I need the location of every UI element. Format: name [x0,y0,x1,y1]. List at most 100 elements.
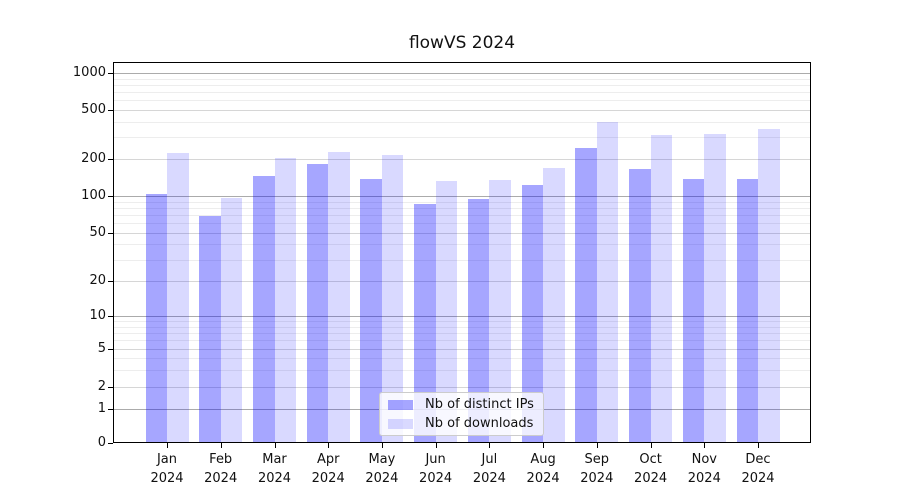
gridline-sub [113,232,811,234]
gridline-minor [113,85,811,87]
y-tick-mark [108,196,113,197]
y-tick-mark [108,386,113,388]
legend-item-downloads: Nb of downloads [388,416,535,431]
x-tick-label: Jan 2024 [132,450,202,488]
x-tick-label: Apr 2024 [293,450,363,488]
x-tick-label: May 2024 [347,450,417,488]
bar-downloads-mar [274,157,296,443]
y-tick-mark [108,349,113,350]
x-tick-label: Sep 2024 [562,450,632,488]
bar-downloads-apr [328,151,350,443]
bar-downloads-jul [489,180,511,443]
x-tick-mark [489,443,491,448]
x-tick-year: 2024 [741,471,775,486]
bar-downloads-nov [704,134,726,443]
x-tick-year: 2024 [526,471,560,486]
gridline-sub [113,110,811,111]
bar-downloads-sep [596,121,619,443]
x-tick-month: May [368,452,396,467]
bar-downloads-aug [543,168,565,443]
gridline-minor [113,259,811,261]
x-tick-year: 2024 [419,471,453,486]
bar-distinct-ips-apr [306,164,329,443]
x-tick-mark [543,443,545,448]
x-tick-month: Mar [262,452,287,467]
x-tick-label: Oct 2024 [616,450,686,488]
y-tick-mark [108,73,113,75]
y-tick-label: 500 [81,102,106,117]
x-tick-month: Apr [316,452,340,467]
gridline-minor [113,100,811,102]
x-tick-label: Nov 2024 [669,450,739,488]
gridline-sub [113,386,811,388]
gridline-minor [113,137,811,139]
bar-downloads-oct [650,134,673,443]
bar-distinct-ips-sep [575,147,597,443]
gridline-major [113,73,811,75]
x-tick-year: 2024 [365,471,399,486]
x-tick-month: Oct [639,452,662,467]
bar-distinct-ips-feb [199,215,221,443]
gridline-sub [113,159,811,160]
x-tick-label: Feb 2024 [186,450,256,488]
x-tick-month: Sep [584,452,610,467]
y-tick-mark [108,443,113,444]
bar-distinct-ips-jun [414,204,436,443]
x-tick-mark [167,443,168,448]
x-tick-label: Jul 2024 [454,450,524,488]
gridline-minor [113,358,811,360]
gridline-minor [113,321,811,322]
legend-swatch-distinct-ips [388,399,413,410]
x-tick-mark [758,443,759,448]
bar-distinct-ips-jul [467,199,490,443]
x-tick-mark [220,443,222,448]
y-tick-label: 10 [89,308,106,323]
y-tick-label: 5 [97,341,106,356]
y-tick-label: 1 [97,401,106,416]
gridline-minor [113,223,811,224]
x-tick-month: Jun [425,452,446,467]
bar-distinct-ips-oct [629,168,651,443]
bar-downloads-may [381,154,404,443]
y-tick-label: 2 [97,378,106,394]
x-tick-label: Dec 2024 [723,450,793,488]
x-tick-year: 2024 [634,471,668,486]
y-tick-label: 100 [81,188,106,203]
x-tick-mark [381,443,383,448]
gridline-minor [113,201,811,203]
y-tick-mark [108,159,113,160]
x-tick-month: Feb [209,452,233,467]
bars-layer [113,62,811,443]
y-tick-mark [108,280,113,282]
y-tick-mark [108,110,113,111]
gridline-minor [113,207,811,209]
x-tick-year: 2024 [150,471,184,486]
x-tick-year: 2024 [687,471,721,486]
legend-label-distinct-ips: Nb of distinct IPs [425,397,534,412]
x-tick-mark [328,443,330,448]
y-tick-label: 50 [89,224,106,240]
x-tick-mark [274,443,276,448]
bar-downloads-jan [167,152,189,443]
gridline-major [113,316,811,317]
gridline-minor [113,370,811,371]
x-tick-month: Nov [691,452,717,467]
bar-distinct-ips-nov [682,179,705,443]
gridline-minor [113,326,811,328]
bar-downloads-feb [220,198,243,443]
gridline-sub [113,280,811,282]
gridline-minor [113,121,811,123]
bar-distinct-ips-aug [521,184,544,443]
gridline-sub [113,349,811,350]
gridline-minor [113,92,811,94]
y-tick-label: 20 [89,272,106,288]
y-tick-label: 1000 [72,65,106,81]
x-tick-label: Mar 2024 [240,450,310,488]
x-tick-mark [704,443,706,448]
y-tick-label: 200 [81,151,106,166]
x-tick-year: 2024 [472,471,506,486]
bar-downloads-jun [435,180,458,443]
x-tick-year: 2024 [204,471,238,486]
gridline-minor [113,340,811,342]
